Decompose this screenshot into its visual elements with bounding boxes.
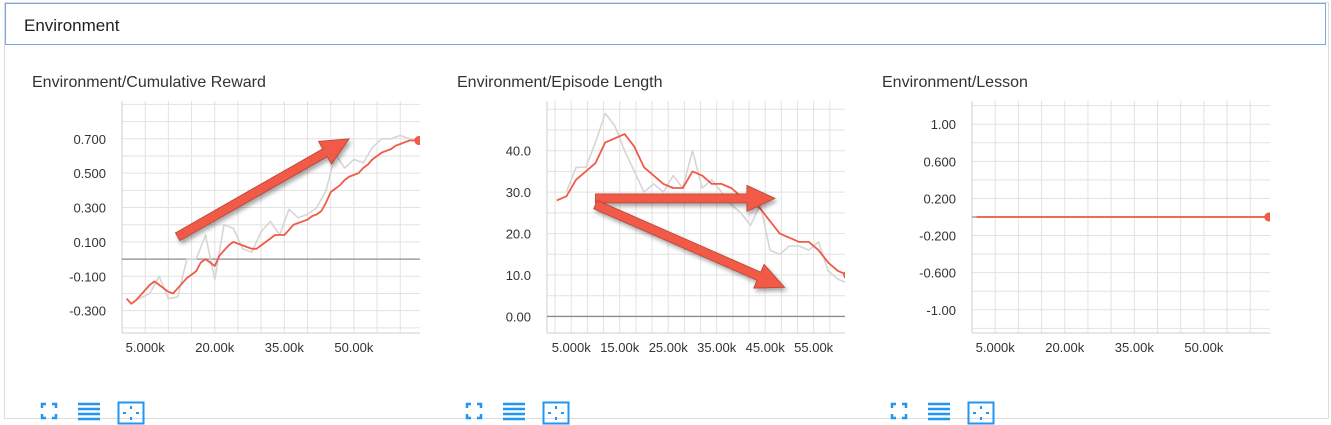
x-tick-label: 35.00k xyxy=(265,340,305,355)
section-title: Environment xyxy=(24,16,120,35)
fullscreen-icon xyxy=(890,402,908,420)
chart-card-episode-length: Environment/Episode Length 40.0 30.0 20.0 1… xyxy=(430,55,845,425)
y-tick-label: 0.100 xyxy=(73,235,106,250)
x-tick-label: 20.00k xyxy=(195,340,235,355)
fit-domain-icon xyxy=(967,401,995,425)
annotation-arrow xyxy=(595,184,776,213)
x-tick-label: 20.00k xyxy=(1045,340,1085,355)
last-point-marker xyxy=(1264,212,1270,222)
fullscreen-button[interactable] xyxy=(39,361,67,420)
chart-title: Environment/Cumulative Reward xyxy=(32,74,266,91)
list-icon xyxy=(928,402,950,421)
fit-domain-button[interactable] xyxy=(967,361,995,425)
y-tick-label: 10.0 xyxy=(506,268,531,283)
y-tick-label: 20.0 xyxy=(506,227,531,242)
toggle-log-button[interactable] xyxy=(502,361,530,421)
fit-domain-button[interactable] xyxy=(542,361,570,425)
x-tick-label: 15.00k xyxy=(600,340,640,355)
x-tick-label: 5.000k xyxy=(126,340,166,355)
x-tick-label: 45.00k xyxy=(746,340,786,355)
list-icon xyxy=(78,402,100,421)
y-tick-label: -0.600 xyxy=(919,266,956,281)
y-tick-label: 1.00 xyxy=(931,117,956,132)
annotation-arrow xyxy=(593,199,786,289)
chart-episode-length[interactable]: 40.0 30.0 20.0 10.0 0.00 5.000k 15.00k 25.00k 35… xyxy=(430,95,845,360)
last-point-marker xyxy=(843,271,845,279)
fit-domain-button[interactable] xyxy=(117,361,145,425)
chart-cumulative-reward[interactable]: 0.700 0.500 0.300 0.100 -0.100 -0.300 5.000k 20… xyxy=(5,95,420,360)
smoothed-series-line xyxy=(556,133,845,275)
x-tick-label: 50.00k xyxy=(1184,340,1224,355)
chart-lesson[interactable]: 1.00 0.600 0.200 -0.200 -0.600 -1.00 5.000k 20.… xyxy=(855,95,1270,360)
y-tick-label: 0.500 xyxy=(73,166,106,181)
raw-series-line xyxy=(565,112,845,284)
section-header[interactable]: Environment xyxy=(5,3,1326,45)
environment-section: Environment Environment/Cumulative Rewar… xyxy=(4,2,1329,425)
last-point-marker xyxy=(414,136,420,146)
x-tick-label: 50.00k xyxy=(334,340,374,355)
y-tick-label: -0.300 xyxy=(69,304,106,319)
raw-series-line xyxy=(135,134,419,302)
x-tick-label: 35.00k xyxy=(697,340,737,355)
fullscreen-button[interactable] xyxy=(889,361,917,420)
x-tick-label: 5.000k xyxy=(976,340,1016,355)
x-tick-label: 5.000k xyxy=(552,340,592,355)
x-tick-label: 25.00k xyxy=(649,340,689,355)
x-tick-label: 35.00k xyxy=(1115,340,1155,355)
chart-title: Environment/Episode Length xyxy=(457,74,663,91)
y-tick-label: 30.0 xyxy=(506,185,531,200)
y-tick-label: 0.600 xyxy=(923,154,956,169)
grid xyxy=(121,101,420,333)
y-tick-label: -0.200 xyxy=(919,229,956,244)
chart-title: Environment/Lesson xyxy=(882,74,1028,91)
y-tick-label: 0.200 xyxy=(923,191,956,206)
fit-domain-icon xyxy=(542,401,570,425)
y-tick-label: 40.0 xyxy=(506,144,531,159)
chart-card-lesson: Environment/Lesson 1.00 0.600 0.200 -0.200 -… xyxy=(855,55,1270,425)
smoothed-series-line xyxy=(125,139,419,305)
toggle-log-button[interactable] xyxy=(77,361,105,421)
x-tick-label: 55.00k xyxy=(794,340,834,355)
y-tick-label: 0.700 xyxy=(73,132,106,147)
y-tick-label: 0.00 xyxy=(506,309,531,324)
annotation-arrow xyxy=(174,138,351,242)
list-icon xyxy=(503,402,525,421)
chart-card-cumulative-reward: Environment/Cumulative Reward 0.700 0.500… xyxy=(5,55,420,425)
fullscreen-button[interactable] xyxy=(464,361,492,420)
grid xyxy=(547,101,845,333)
fullscreen-icon xyxy=(40,402,58,420)
fullscreen-icon xyxy=(465,402,483,420)
y-tick-label: -0.100 xyxy=(69,269,106,284)
y-tick-label: -1.00 xyxy=(926,303,956,318)
y-tick-label: 0.300 xyxy=(73,201,106,216)
toggle-log-button[interactable] xyxy=(927,361,955,421)
fit-domain-icon xyxy=(117,401,145,425)
